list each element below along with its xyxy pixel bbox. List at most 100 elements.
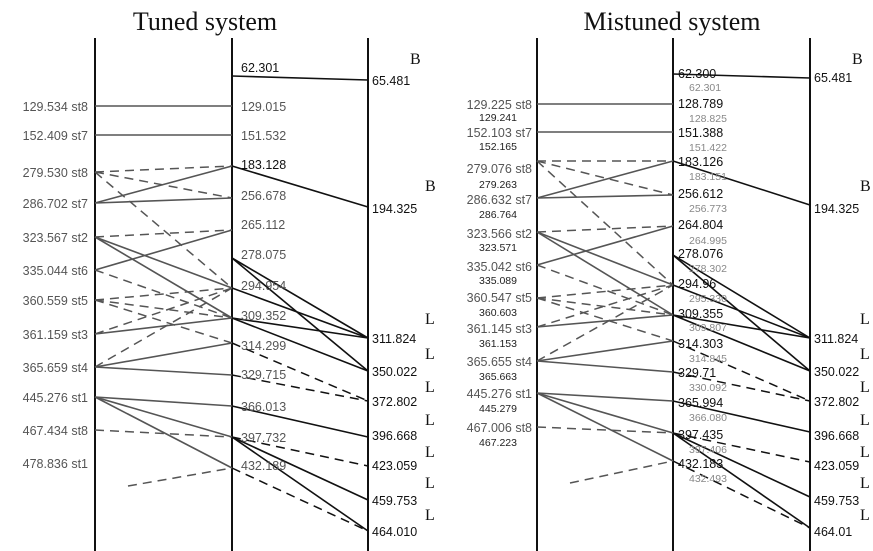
right-mark: L: [860, 311, 870, 328]
mid-sublabel: 151.422: [689, 142, 727, 154]
left-sublabel: 365.663: [479, 371, 517, 383]
left-labels-mistuned: 129.225 st8 129.241 152.103 st7 152.165 …: [467, 98, 532, 449]
right-label: 65.481: [372, 74, 410, 88]
left-sublabel: 445.279: [479, 403, 517, 415]
right-label: 350.022: [814, 365, 859, 379]
mid-sublabel: 264.995: [689, 235, 727, 247]
left-label: 445.276 st1: [467, 387, 532, 401]
mid-label: 294.96: [678, 277, 716, 291]
left-label: 361.159 st3: [23, 328, 88, 342]
left-sublabel: 129.241: [479, 112, 517, 124]
left-label: 365.659 st4: [23, 361, 88, 375]
left-label: 152.103 st7: [467, 126, 532, 140]
mid-label: 264.804: [678, 218, 723, 232]
mid-label: 151.388: [678, 126, 723, 140]
left-label: 361.145 st3: [467, 322, 532, 336]
mid-label: 256.678: [241, 189, 286, 203]
mid-label: 256.612: [678, 187, 723, 201]
left-label: 323.566 st2: [467, 227, 532, 241]
mid-label: 329.715: [241, 368, 286, 382]
right-mark: L: [425, 379, 435, 396]
mid-sublabel: 309.807: [689, 322, 727, 334]
mid-label: 329.71: [678, 366, 716, 380]
left-label: 360.559 st5: [23, 294, 88, 308]
left-label: 335.042 st6: [467, 260, 532, 274]
left-label: 152.409 st7: [23, 129, 88, 143]
mid-label: 432.189: [241, 459, 286, 473]
right-mark: L: [425, 346, 435, 363]
mid-label: 314.299: [241, 339, 286, 353]
mid-sublabel: 366.080: [689, 412, 727, 424]
mid-sublabel: 278.302: [689, 263, 727, 275]
mid-label: 62.301: [241, 61, 279, 75]
mid-label: 366.013: [241, 400, 286, 414]
right-mark: L: [860, 475, 870, 492]
mid-label: 397.732: [241, 431, 286, 445]
left-label: 478.836 st1: [23, 457, 88, 471]
right-label: 459.753: [372, 494, 417, 508]
left-label: 279.530 st8: [23, 166, 88, 180]
left-sublabel: 152.165: [479, 141, 517, 153]
right-label: 65.481: [814, 71, 852, 85]
right-label: 464.010: [372, 525, 417, 539]
mid-label: 309.352: [241, 309, 286, 323]
mid-label: 183.126: [678, 155, 723, 169]
mid-label: 62.300: [678, 67, 716, 81]
mid-sublabel: 397.406: [689, 444, 727, 456]
right-label: 423.059: [814, 459, 859, 473]
right-mark: L: [425, 311, 435, 328]
left-sublabel: 335.089: [479, 275, 517, 287]
mid-label: 128.789: [678, 97, 723, 111]
left-sublabel: 467.223: [479, 437, 517, 449]
left-label: 286.702 st7: [23, 197, 88, 211]
mid-sublabel: 183.151: [689, 171, 727, 183]
mid-sublabel: 128.825: [689, 113, 727, 125]
mid-sublabel: 432.493: [689, 473, 727, 485]
right-mark: L: [860, 346, 870, 363]
left-label: 365.655 st4: [467, 355, 532, 369]
mid-label: 151.532: [241, 129, 286, 143]
mid-label: 294.954: [241, 279, 286, 293]
left-labels-tuned: 129.534 st8 152.409 st7 279.530 st8 286.…: [23, 100, 88, 471]
right-labels-tuned: B 65.481 B 194.325 L 311.824 L 350.022 L…: [372, 51, 436, 539]
mid-label: 278.076: [678, 247, 723, 261]
right-mark: L: [425, 507, 435, 524]
left-label: 445.276 st1: [23, 391, 88, 405]
mid-sublabel: 256.773: [689, 203, 727, 215]
mid-labels-tuned: 62.301 129.015 151.532 183.128 256.678 2…: [241, 61, 286, 473]
left-label: 360.547 st5: [467, 291, 532, 305]
right-label: 194.325: [372, 202, 417, 216]
panel-tuned: Tuned system: [23, 7, 436, 551]
right-label: 372.802: [814, 395, 859, 409]
right-mark: L: [425, 412, 435, 429]
left-sublabel: 360.603: [479, 307, 517, 319]
panel-title-tuned: Tuned system: [133, 7, 277, 36]
left-label: 286.632 st7: [467, 193, 532, 207]
mid-sublabel: 314.845: [689, 353, 727, 365]
right-label: 459.753: [814, 494, 859, 508]
panel-mistuned: Mistuned system: [467, 7, 871, 551]
right-mark: L: [425, 444, 435, 461]
right-label: 396.668: [372, 429, 417, 443]
left-label: 467.434 st8: [23, 424, 88, 438]
left-label: 323.567 st2: [23, 231, 88, 245]
mid-label: 432.183: [678, 457, 723, 471]
connection-lines-mistuned: [536, 73, 811, 529]
right-mark: L: [860, 412, 870, 429]
left-sublabel: 361.153: [479, 338, 517, 350]
left-sublabel: 279.263: [479, 179, 517, 191]
right-label: 396.668: [814, 429, 859, 443]
right-mark: B: [860, 178, 871, 195]
right-mark: L: [425, 475, 435, 492]
left-label: 335.044 st6: [23, 264, 88, 278]
mid-label: 129.015: [241, 100, 286, 114]
left-label: 279.076 st8: [467, 162, 532, 176]
left-label: 129.225 st8: [467, 98, 532, 112]
left-label: 467.006 st8: [467, 421, 532, 435]
left-sublabel: 286.764: [479, 209, 517, 221]
right-mark: L: [860, 444, 870, 461]
right-label: 194.325: [814, 202, 859, 216]
right-labels-mistuned: B 65.481 B 194.325 L 311.824 L 350.022 L…: [814, 51, 871, 539]
right-mark: B: [852, 51, 863, 68]
right-label: 311.824: [372, 332, 416, 346]
